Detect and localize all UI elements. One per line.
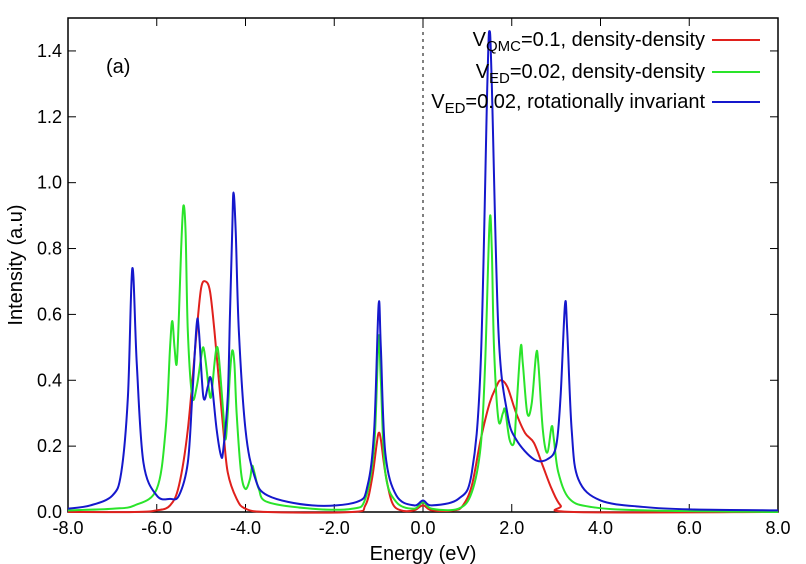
y-tick-label: 0.6 (37, 304, 62, 324)
y-tick-label: 1.4 (37, 41, 62, 61)
x-tick-label: 8.0 (765, 518, 790, 538)
axis-ticks: -8.0 -6.0 -4.0 -2.0 0.0 2.0 4.0 6.0 8.0 0.0 0.2 0.4… (37, 18, 791, 538)
x-tick-label: 4.0 (588, 518, 613, 538)
panel-label: (a) (106, 56, 130, 78)
x-axis-title: Energy (eV) (370, 543, 477, 564)
x-tick-label: -4.0 (230, 518, 261, 538)
y-tick-label: 0.2 (37, 436, 62, 456)
y-axis-title: Intensity (a.u) (5, 204, 27, 325)
series-ved-density-density-legend-label: VED=0.02, density-density (476, 61, 705, 87)
series-vqmc-density-density-legend-label: VQMC=0.1, density-density (473, 29, 705, 55)
x-tick-label: -6.0 (141, 518, 172, 538)
x-tick-label: -2.0 (319, 518, 350, 538)
x-tick-label: -8.0 (52, 518, 83, 538)
series-ved-rotationally-invariant-legend-label: VED=0.02, rotationally invariant (431, 91, 705, 117)
x-tick-label: 0.0 (410, 518, 435, 538)
x-tick-label: 2.0 (499, 518, 524, 538)
y-tick-label: 0.4 (37, 370, 62, 390)
y-tick-label: 0.8 (37, 239, 62, 259)
plot-area: -8.0 -6.0 -4.0 -2.0 0.0 2.0 4.0 6.0 8.0 0.0 0.2 0.4… (37, 17, 791, 538)
y-tick-label: 0.0 (37, 502, 62, 522)
series-layer (67, 30, 779, 514)
series-ved-density-density-line (67, 204, 779, 513)
y-tick-label: 1.0 (37, 173, 62, 193)
x-tick-label: 6.0 (677, 518, 702, 538)
series-ved-rotationally-invariant-line (67, 30, 779, 512)
y-tick-label: 1.2 (37, 107, 62, 127)
legend: VQMC=0.1, density-density VED=0.02, densi… (431, 29, 760, 117)
series-vqmc-density-density-line (67, 280, 779, 514)
